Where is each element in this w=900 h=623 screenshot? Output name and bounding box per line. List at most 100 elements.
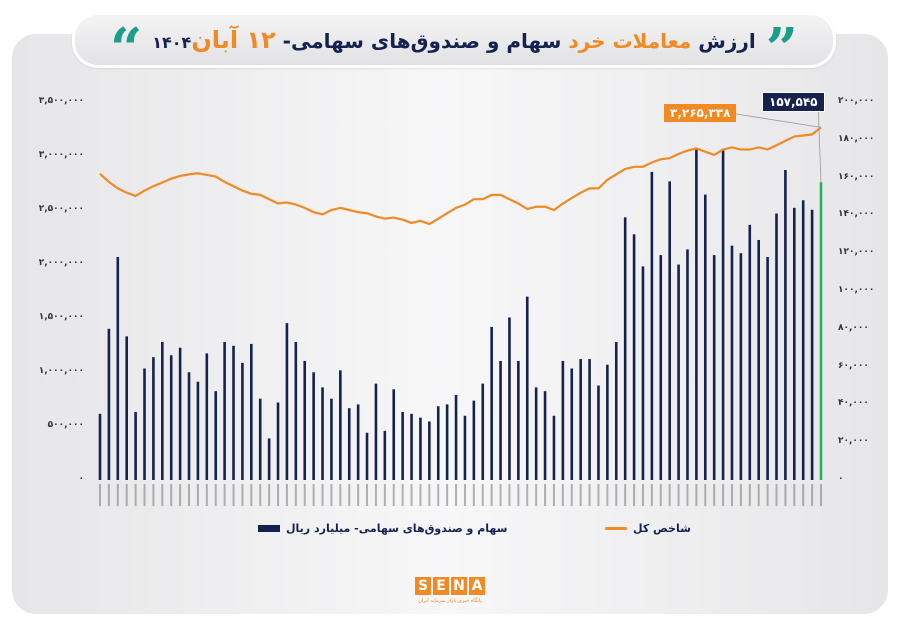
x-tick-label (820, 484, 822, 506)
page-title: ارزش معاملات خرد سهام و صندوق‌های سهامی-… (152, 26, 756, 54)
x-tick-label (428, 484, 431, 506)
x-tick-label (802, 484, 805, 506)
bar (659, 255, 663, 480)
title-part-1: ارزش (698, 29, 756, 53)
title-banner: ” ارزش معاملات خرد سهام و صندوق‌های سهام… (72, 12, 836, 77)
bar (410, 413, 413, 480)
x-tick-label (766, 484, 769, 506)
bar (543, 391, 547, 480)
x-tick-label (357, 484, 360, 506)
right-axis-tick: ۲۰۰,۰۰۰ (838, 96, 875, 106)
x-tick-label (116, 484, 119, 506)
x-tick-label (294, 484, 297, 506)
title-highlight: معاملات خرد (568, 29, 692, 53)
right-axis-tick: ۸۰,۰۰۰ (838, 322, 869, 333)
left-axis-tick: ۰ (78, 474, 85, 484)
bar (579, 359, 582, 480)
x-tick-label (259, 484, 262, 506)
x-tick-label (366, 484, 369, 506)
x-tick-label (339, 484, 342, 506)
right-axis-tick: ۱۰۰,۰۰۰ (838, 285, 875, 295)
left-axis-tick: ۱,۵۰۰,۰۰۰ (38, 312, 84, 322)
bar (107, 328, 111, 480)
bar (739, 253, 743, 480)
callout-leader (817, 99, 822, 183)
bar (258, 398, 262, 480)
title-year: ۱۴۰۴ (152, 33, 192, 52)
bar (792, 207, 796, 480)
bar (641, 266, 645, 480)
x-tick-label (544, 484, 547, 506)
bar (534, 387, 538, 480)
bar (650, 171, 654, 480)
x-tick-label (597, 484, 600, 506)
bar (766, 256, 769, 480)
x-tick-label (481, 484, 484, 506)
x-tick-label (232, 484, 235, 506)
right-axis-tick: ۱۴۰,۰۰۰ (838, 209, 875, 220)
bar-value-callout: ۱۵۷,۵۴۵ (762, 92, 825, 112)
callout-leader (729, 112, 822, 128)
left-axis-tick: ۳,۵۰۰,۰۰۰ (38, 96, 84, 106)
x-tick-label (134, 484, 137, 506)
x-tick-label (161, 484, 164, 506)
bar (436, 406, 440, 480)
right-axis-tick: ۴۰,۰۰۰ (838, 398, 869, 409)
bar (196, 381, 200, 480)
bar (116, 256, 120, 480)
bar (401, 411, 404, 480)
x-tick-label (730, 484, 733, 506)
legend-line-swatch (605, 527, 627, 530)
bar (552, 415, 556, 480)
bar (677, 264, 680, 480)
x-tick-label (170, 484, 173, 506)
bar (525, 296, 529, 480)
bar (784, 170, 787, 481)
x-tick-label (330, 484, 333, 506)
x-tick-label (472, 484, 475, 506)
bar (801, 200, 805, 480)
logo-subtitle: پایگاه خبری بازار سرمایه ایران (418, 598, 482, 604)
legend-bar-swatch (258, 525, 280, 532)
bar (169, 355, 173, 480)
right-axis-tick: ۱۶۰,۰۰۰ (838, 171, 875, 182)
bar (294, 342, 298, 480)
bar (161, 342, 164, 480)
bar (588, 359, 591, 480)
bar (712, 255, 716, 480)
x-tick-label (107, 484, 110, 506)
logo-letter: N (451, 577, 467, 595)
left-axis-tick: ۳,۰۰۰,۰۰۰ (38, 150, 84, 160)
x-tick-label (455, 484, 458, 506)
x-tick-label (196, 484, 199, 506)
bar (695, 149, 698, 480)
bar (303, 360, 307, 480)
bar (152, 357, 155, 480)
x-tick-label (179, 484, 182, 506)
bar (819, 182, 823, 481)
logo-letter: S (415, 577, 431, 595)
legend-bars: سهام و صندوق‌های سهامی- میلیارد ریال (258, 522, 507, 535)
bar (614, 342, 618, 480)
bar (232, 345, 235, 480)
x-tick-label (508, 484, 511, 506)
x-tick-label (437, 484, 440, 506)
x-tick-label (650, 484, 653, 506)
x-tick-label (526, 484, 529, 506)
x-tick-label (490, 484, 493, 506)
bar (472, 400, 476, 480)
bar (730, 245, 734, 480)
right-axis-tick: ۱۸۰,۰۰۰ (838, 133, 875, 144)
x-tick-label (277, 484, 280, 506)
x-tick-label (446, 484, 449, 506)
x-tick-label (695, 484, 698, 506)
x-tick-label (659, 484, 662, 506)
bar (276, 402, 280, 480)
x-tick-label (303, 484, 306, 506)
x-tick-label (401, 484, 404, 506)
bar (463, 415, 467, 480)
bar (178, 347, 182, 480)
bar (356, 404, 360, 480)
